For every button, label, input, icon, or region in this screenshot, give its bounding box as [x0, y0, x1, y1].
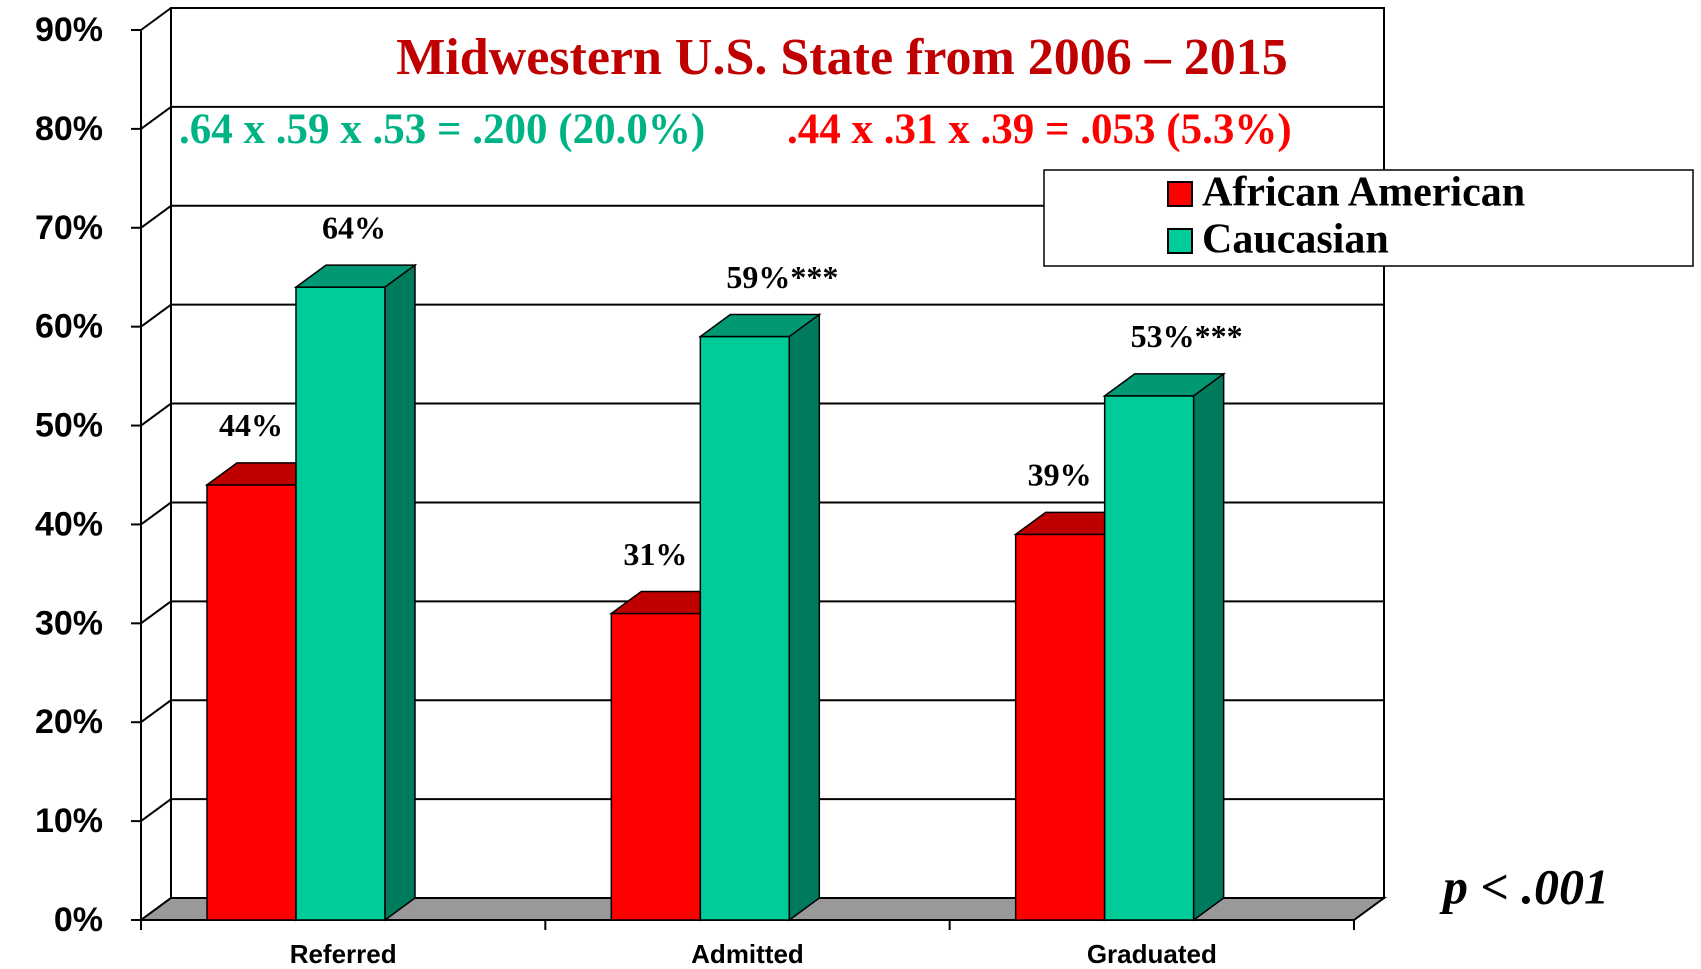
- annotation: p < .001: [1439, 858, 1609, 914]
- value-label: 44%: [219, 407, 283, 443]
- bar: [699, 335, 791, 921]
- y-tick-label: 90%: [35, 11, 103, 49]
- bar-side: [384, 263, 416, 922]
- y-tick-label: 60%: [35, 308, 103, 346]
- y-tick-label: 70%: [35, 209, 103, 247]
- chart-title: Midwestern U.S. State from 2006 – 2015: [396, 29, 1288, 86]
- side-grid-line: [140, 402, 172, 427]
- side-grid-line: [140, 798, 172, 822]
- side-grid-line: [140, 501, 172, 526]
- y-tick-label: 40%: [35, 505, 103, 543]
- side-grid-line: [140, 600, 172, 625]
- bar: [610, 612, 702, 921]
- y-tick-label: 50%: [35, 407, 103, 445]
- bar: [1014, 533, 1106, 921]
- value-label: 64%: [322, 209, 386, 245]
- x-tick-label: Admitted: [691, 939, 804, 969]
- legend-box: [1043, 169, 1694, 267]
- y-tick-label: 80%: [35, 110, 103, 148]
- value-label: 31%: [623, 536, 687, 572]
- legend-swatch: [1167, 228, 1193, 254]
- side-grid-line: [140, 7, 172, 31]
- x-tick-label: Referred: [290, 939, 397, 969]
- legend-label: African American: [1202, 170, 1525, 216]
- annotation: .64 x .59 x .53 = .200 (20.0%): [179, 106, 705, 153]
- side-grid-line: [140, 303, 172, 328]
- y-tick-label: 0%: [54, 901, 103, 939]
- legend-swatch: [1167, 181, 1193, 207]
- bar: [206, 484, 297, 921]
- bar-side: [1192, 372, 1225, 922]
- value-label: 53%***: [1131, 318, 1243, 354]
- bar: [1103, 395, 1195, 921]
- side-grid-line: [140, 699, 172, 724]
- y-tick-label: 10%: [35, 802, 103, 840]
- bar-side: [788, 313, 821, 922]
- legend-label: Caucasian: [1202, 217, 1389, 263]
- side-grid-line: [140, 204, 172, 229]
- value-label: 39%: [1028, 457, 1092, 493]
- x-tick-label: Graduated: [1087, 939, 1217, 969]
- value-label: 59%***: [726, 259, 838, 295]
- side-grid-line: [140, 106, 172, 130]
- y-tick-label: 20%: [35, 703, 103, 741]
- annotation: .44 x .31 x .39 = .053 (5.3%): [787, 106, 1292, 153]
- bar: [295, 286, 386, 921]
- y-tick-label: 30%: [35, 604, 103, 642]
